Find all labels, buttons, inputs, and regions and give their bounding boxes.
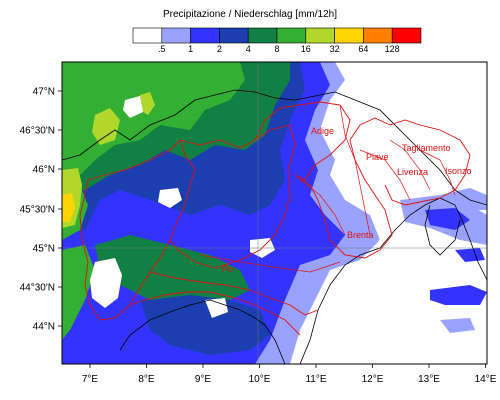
dry-patch-1 — [90, 258, 122, 308]
lon-label: 8°E — [138, 374, 155, 385]
lat-label: 45°N — [33, 244, 55, 255]
legend-label: 8 — [274, 44, 279, 54]
precip-patch-darkblue-2 — [140, 290, 270, 355]
region-border-trentino — [254, 101, 351, 181]
coastline-ligurian — [119, 299, 286, 364]
map-content — [62, 62, 487, 364]
river-label-brenta: Brenta — [347, 230, 374, 240]
region-border-friuli — [384, 119, 471, 206]
precip-slovenia — [440, 188, 487, 210]
dry-patch-4 — [123, 96, 143, 118]
precip-area-green — [62, 62, 245, 180]
latitude-axis: 47°N 46°30'N 46°N 45°30'N 45°N 44°30'N 44°N — [20, 87, 62, 333]
legend-label: 32 — [330, 44, 340, 54]
legend-label: 1 — [188, 44, 193, 54]
coastline-istria — [424, 204, 461, 256]
legend: .5 1 2 4 8 16 32 64 128 — [132, 27, 422, 54]
legend-swatch — [391, 27, 422, 44]
lat-label: 46°30'N — [20, 126, 55, 137]
longitude-axis: 7°E 8°E 9°E 10°E 11°E 12°E 13°E 14°E — [82, 364, 497, 385]
precip-area-yellowgreen-2 — [92, 108, 120, 145]
region-border-veneto — [294, 117, 393, 259]
lat-label: 46°N — [33, 165, 55, 176]
map-frame — [61, 61, 488, 365]
region-border-emilia — [149, 271, 319, 316]
river-label-piave: Piave — [366, 152, 389, 162]
precip-area-yellowgreen-3 — [140, 92, 155, 115]
lon-label: 9°E — [195, 374, 212, 385]
lon-label: 10°E — [249, 374, 271, 385]
precip-area-yellow — [62, 193, 75, 222]
precip-adriatic-4 — [455, 248, 485, 262]
lon-label: 7°E — [82, 374, 99, 385]
region-border-piemonte — [79, 139, 196, 321]
river-lines — [199, 104, 456, 273]
river-labels: Adige Piave Tagliamento Livenza Isonzo B… — [222, 126, 472, 274]
national-border — [62, 89, 487, 206]
dry-patch-5 — [205, 298, 228, 318]
river-label-adige: Adige — [311, 126, 334, 136]
legend-label: 128 — [385, 44, 400, 54]
coastline-adriatic — [299, 197, 487, 364]
lat-label: 45°30'N — [20, 205, 55, 216]
legend-label: 16 — [301, 44, 311, 54]
lat-label: 44°N — [33, 322, 55, 333]
river-label-livenza: Livenza — [397, 167, 428, 177]
lat-label: 44°30'N — [20, 283, 55, 294]
lon-label: 11°E — [305, 374, 326, 385]
legend-label: 4 — [246, 44, 251, 54]
legend-labels: .5 1 2 4 8 16 32 64 128 — [158, 44, 400, 54]
legend-label: 64 — [358, 44, 368, 54]
river-label-tagliamento: Tagliamento — [402, 143, 451, 153]
precip-adriatic-5 — [440, 318, 475, 333]
dry-patch-2 — [158, 188, 182, 208]
lon-label: 13°E — [418, 374, 440, 385]
region-border-lombardia — [169, 124, 296, 269]
lon-label: 14°E — [475, 374, 497, 385]
region-border-liguria — [129, 291, 301, 336]
legend-boxes — [132, 27, 422, 44]
river-label-isonzo: Isonzo — [445, 166, 472, 176]
precip-adriatic-3 — [430, 285, 487, 305]
grid-lines — [62, 62, 487, 364]
dry-northeast-area — [300, 62, 487, 364]
lon-label: 12°E — [362, 374, 384, 385]
legend-label: .5 — [158, 44, 166, 54]
map-title: Precipitazione / Niederschlag [mm/12h] — [163, 9, 337, 20]
lat-label: 47°N — [33, 87, 55, 98]
legend-label: 2 — [217, 44, 222, 54]
river-label-po: Po — [222, 264, 233, 274]
